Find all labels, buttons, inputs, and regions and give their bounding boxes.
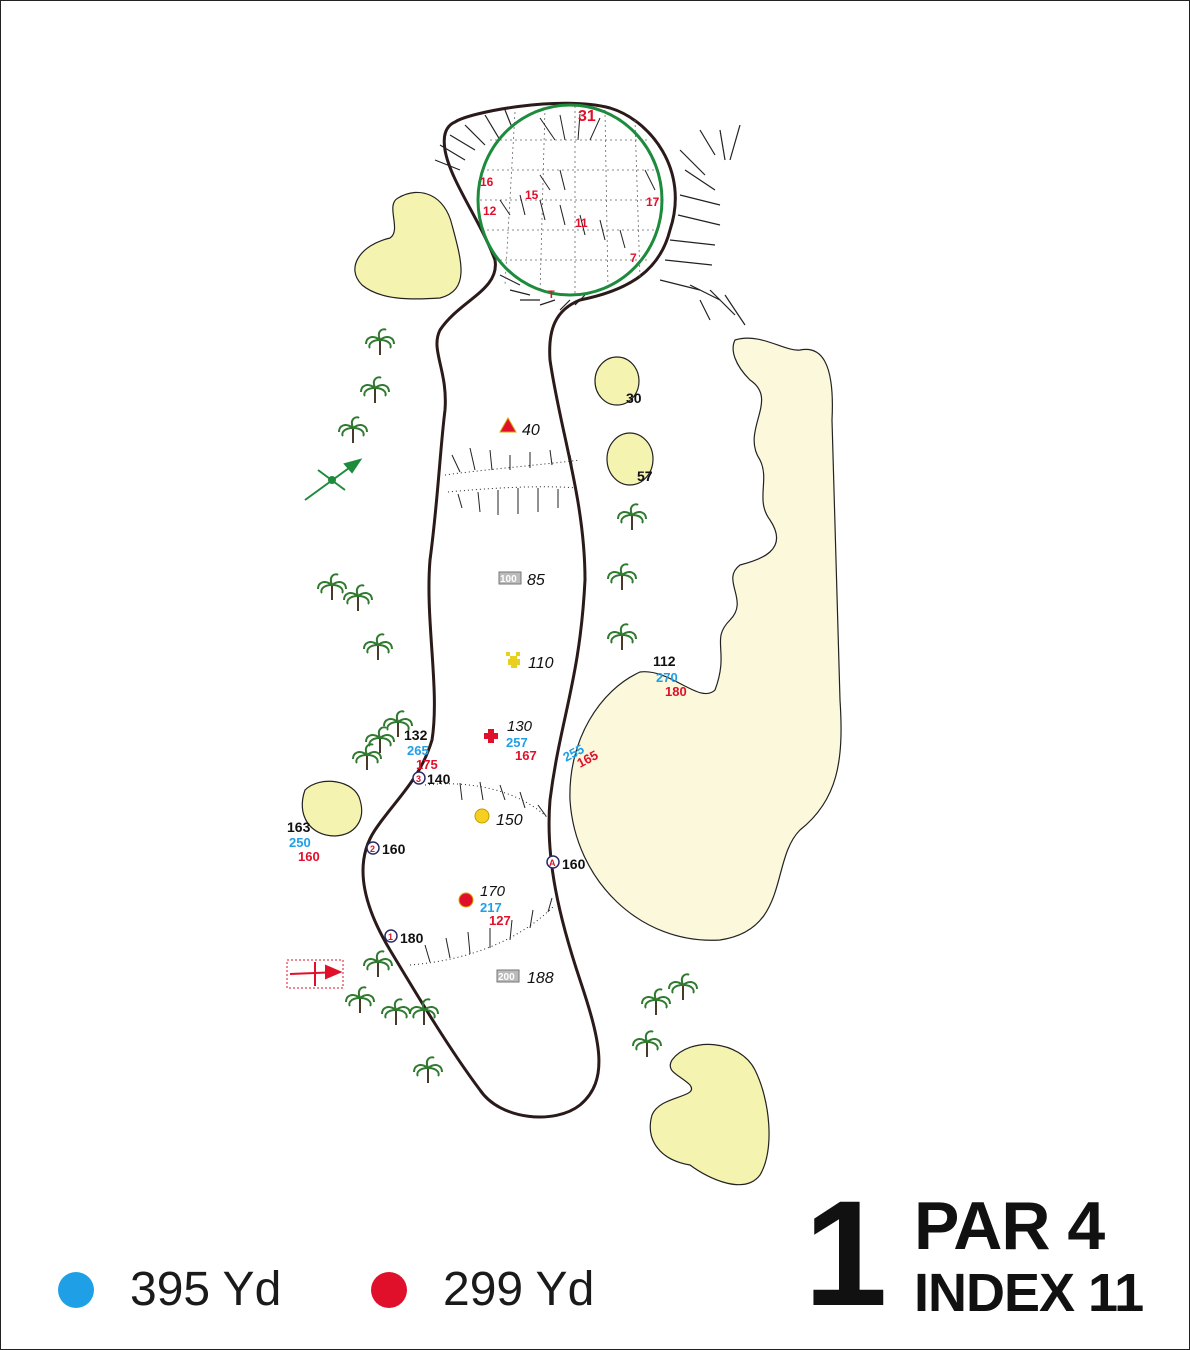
carry-160-red: 160 <box>298 849 320 864</box>
ridge-ticks-2 <box>457 488 559 515</box>
compass-green <box>304 458 363 501</box>
carry-175: 175 <box>416 757 438 772</box>
palm-trees <box>317 328 698 1083</box>
marker-200-badge-icon <box>496 969 520 983</box>
marker-170-blue: 217 <box>480 900 502 915</box>
ridge-line-4 <box>409 904 556 966</box>
bunker-30-distance: 30 <box>626 390 642 406</box>
pin-15: 15 <box>525 188 539 202</box>
post-1: 1 180 <box>384 929 424 946</box>
carry-270: 270 <box>656 670 678 685</box>
bunker-lower-right <box>649 1043 770 1186</box>
ridge-ticks-1 <box>451 447 573 473</box>
green-pin-labels: 31 16 15 12 11 17 7 T <box>480 108 660 301</box>
red-circle-marker-icon <box>458 892 474 908</box>
svg-text:A: A <box>549 858 556 868</box>
marker-130-blue: 257 <box>506 735 528 750</box>
compass-red <box>286 959 344 989</box>
waste-bunker-right <box>569 337 842 941</box>
marker-130-red: 167 <box>515 748 537 763</box>
ridge-line-1 <box>444 459 581 476</box>
legend-item-blue-tee: 395 Yd <box>58 1262 281 1317</box>
marker-110: 110 <box>528 655 554 672</box>
pin-31: 31 <box>578 108 596 125</box>
post-2: 2 160 <box>366 841 406 857</box>
ridge-ticks-3 <box>459 781 547 817</box>
green-slope-hatching <box>499 113 656 249</box>
triangle-marker-icon <box>499 416 517 433</box>
hole-par: PAR 4 <box>914 1188 1105 1264</box>
svg-text:160: 160 <box>382 841 406 857</box>
bunker-green-left <box>354 191 462 300</box>
post-a: A 160 <box>546 855 586 872</box>
marker-170: 170 <box>480 883 506 900</box>
green-grid <box>480 106 662 294</box>
bunker-left-163 <box>301 780 363 837</box>
pin-17: 17 <box>646 195 660 209</box>
pin-12: 12 <box>483 204 497 218</box>
marker-40: 40 <box>522 422 540 439</box>
marker-170-red: 127 <box>489 913 511 928</box>
marker-100-badge-icon <box>498 571 522 585</box>
post-3: 3 140 <box>412 771 451 787</box>
marker-200-badge: 200 <box>498 972 515 983</box>
svg-text:3: 3 <box>416 774 421 784</box>
legend-item-red-tee: 299 Yd <box>371 1262 594 1317</box>
svg-text:140: 140 <box>427 771 451 787</box>
svg-text:160: 160 <box>562 856 586 872</box>
carry-112: 112 <box>653 653 676 669</box>
marker-150: 150 <box>496 812 523 829</box>
carry-163: 163 <box>287 819 311 835</box>
hole-index: INDEX 11 <box>914 1263 1144 1323</box>
fairway-outline <box>361 101 677 1119</box>
hole-number: 1 <box>804 1169 888 1337</box>
cross-marker-stem-icon <box>488 729 494 743</box>
pin-16: 16 <box>480 175 494 189</box>
pin-11: 11 <box>575 216 588 230</box>
carry-180: 180 <box>665 684 687 699</box>
bunker-57-distance: 57 <box>637 468 653 484</box>
carry-132: 132 <box>404 727 428 743</box>
bunker-57 <box>606 432 654 486</box>
carry-250: 250 <box>289 835 311 850</box>
marker-85: 85 <box>527 572 545 589</box>
bunker-30 <box>594 356 640 406</box>
svg-text:180: 180 <box>400 930 424 946</box>
svg-text:1: 1 <box>388 932 393 942</box>
pin-t: T <box>548 289 555 301</box>
blue-tee-dot-icon <box>58 1271 94 1308</box>
marker-188: 188 <box>527 970 554 987</box>
yellow-circle-marker-icon <box>474 808 490 824</box>
red-tee-dot-icon <box>371 1271 407 1308</box>
marker-100-badge: 100 <box>500 574 517 585</box>
marker-130: 130 <box>507 718 533 735</box>
carry-265: 265 <box>407 743 429 758</box>
plus-marker-stem-icon <box>511 656 517 668</box>
ridge-ticks-4 <box>424 897 553 963</box>
ridge-line-3 <box>424 783 551 821</box>
pin-7: 7 <box>630 251 637 265</box>
slope-hatching-right <box>659 124 746 326</box>
blue-tee-distance: 395 Yd <box>130 1263 282 1316</box>
svg-text:2: 2 <box>370 844 375 854</box>
red-tee-distance: 299 Yd <box>443 1263 595 1316</box>
